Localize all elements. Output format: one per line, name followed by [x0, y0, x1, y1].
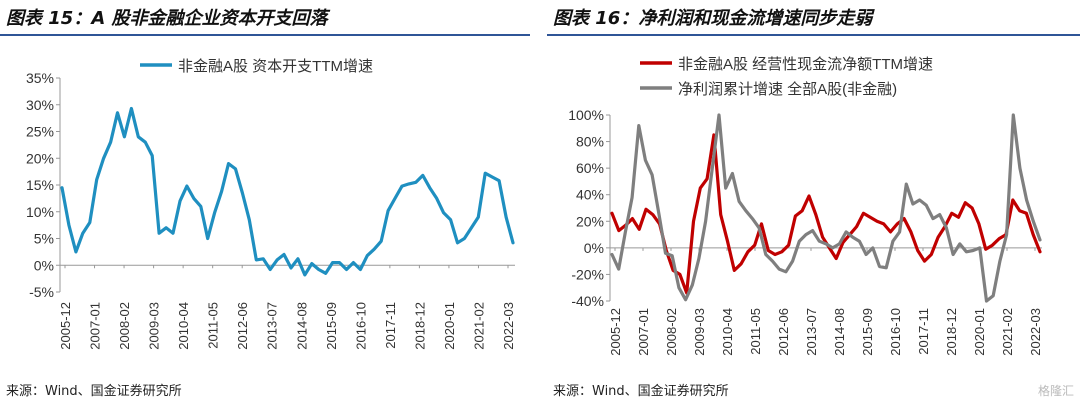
x-tick-label: 2009-03: [147, 302, 162, 350]
legend-label: 非金融A股 资本开支TTM增速: [178, 58, 373, 75]
x-tick-label: 2013-07: [265, 302, 280, 350]
title-rule: [0, 34, 530, 36]
chart-title: 图表 16：净利润和现金流增速同步走弱: [553, 8, 873, 29]
x-tick-label: 2022-03: [501, 302, 516, 350]
source-note: 来源：Wind、国金证券研究所: [6, 384, 182, 399]
x-tick-label: 2010-04: [720, 308, 735, 356]
x-tick-label: 2012-06: [776, 308, 791, 356]
y-tick-label: 60%: [576, 160, 604, 176]
y-tick-label: -40%: [571, 293, 604, 309]
x-tick-label: 2014-08: [294, 302, 309, 350]
line-chart-capex: -5% 0% 5% 10% 15% 20% 25% 30% 35% 2005-12 2007-01 2…: [26, 58, 516, 350]
x-tick-label: 2007-01: [636, 308, 651, 356]
panel-fig15: 图表 15：A 股非金融企业资本开支回落 -5% 0% 5% 10% 15% 20% 25%…: [0, 0, 530, 405]
x-tick-label: 2020-01: [442, 302, 457, 350]
y-tick-label: -20%: [571, 266, 604, 282]
x-tick-label: 2009-03: [692, 308, 707, 356]
x-tick-label: 2010-04: [176, 302, 191, 350]
x-tick-label: 2018-12: [412, 302, 427, 350]
y-tick-label: 10%: [26, 204, 54, 220]
y-tick-label: 0%: [34, 257, 54, 273]
x-tick-label: 2008-02: [117, 302, 132, 350]
x-tick-label: 2020-01: [972, 308, 987, 356]
watermark-logo: 格隆汇: [1037, 384, 1074, 398]
x-tick-label: 2011-05: [206, 302, 221, 349]
x-tick-label: 2008-02: [664, 308, 679, 356]
x-tick-label: 2017-11: [916, 308, 931, 355]
x-tick-label: 2011-05: [748, 308, 763, 355]
y-tick-label: 0%: [584, 240, 604, 256]
y-tick-label: 5%: [34, 231, 54, 247]
x-tick-label: 2012-06: [235, 302, 250, 350]
y-tick-label: 20%: [576, 213, 604, 229]
x-tick-label: 2015-09: [324, 302, 339, 350]
source-note: 来源：Wind、国金证券研究所: [553, 384, 729, 399]
y-tick-label: 80%: [576, 134, 604, 150]
x-tick-label: 2022-03: [1028, 308, 1043, 356]
x-tick-label: 2016-10: [353, 302, 368, 350]
y-tick-label: 30%: [26, 97, 54, 113]
x-tick-label: 2018-12: [944, 308, 959, 356]
x-tick-label: 2013-07: [804, 308, 819, 356]
y-tick-label: 15%: [26, 177, 54, 193]
line-chart-profit-cashflow: -40% -20% 0% 20% 40% 60% 80% 100% 2005-12 2007-01…: [568, 56, 1043, 356]
x-tick-label: 2005-12: [58, 302, 73, 350]
panel-fig16: 图表 16：净利润和现金流增速同步走弱 -40% -20% 0% 20% 40% 60% 8…: [547, 0, 1080, 405]
x-tick-label: 2021-02: [471, 302, 486, 350]
series-line: [60, 106, 515, 277]
x-tick-label: 2016-10: [888, 308, 903, 356]
x-tick-label: 2005-12: [608, 308, 623, 356]
y-tick-label: 100%: [568, 107, 604, 123]
title-rule: [547, 34, 1080, 36]
x-tick-label: 2021-02: [1000, 308, 1015, 356]
x-tick-label: 2017-11: [383, 302, 398, 349]
y-tick-label: -5%: [29, 284, 54, 300]
x-tick-label: 2007-01: [88, 302, 103, 350]
legend-label: 净利润累计增速 全部A股(非金融): [678, 80, 897, 98]
y-tick-label: 40%: [576, 187, 604, 203]
series-line: [610, 113, 1042, 303]
x-tick-label: 2014-08: [832, 308, 847, 356]
chart-title: 图表 15：A 股非金融企业资本开支回落: [6, 8, 328, 29]
y-tick-label: 35%: [26, 70, 54, 86]
y-tick-label: 20%: [26, 150, 54, 166]
legend-label: 非金融A股 经营性现金流净额TTM增速: [678, 56, 933, 73]
x-tick-label: 2015-09: [860, 308, 875, 356]
y-tick-label: 25%: [26, 124, 54, 140]
